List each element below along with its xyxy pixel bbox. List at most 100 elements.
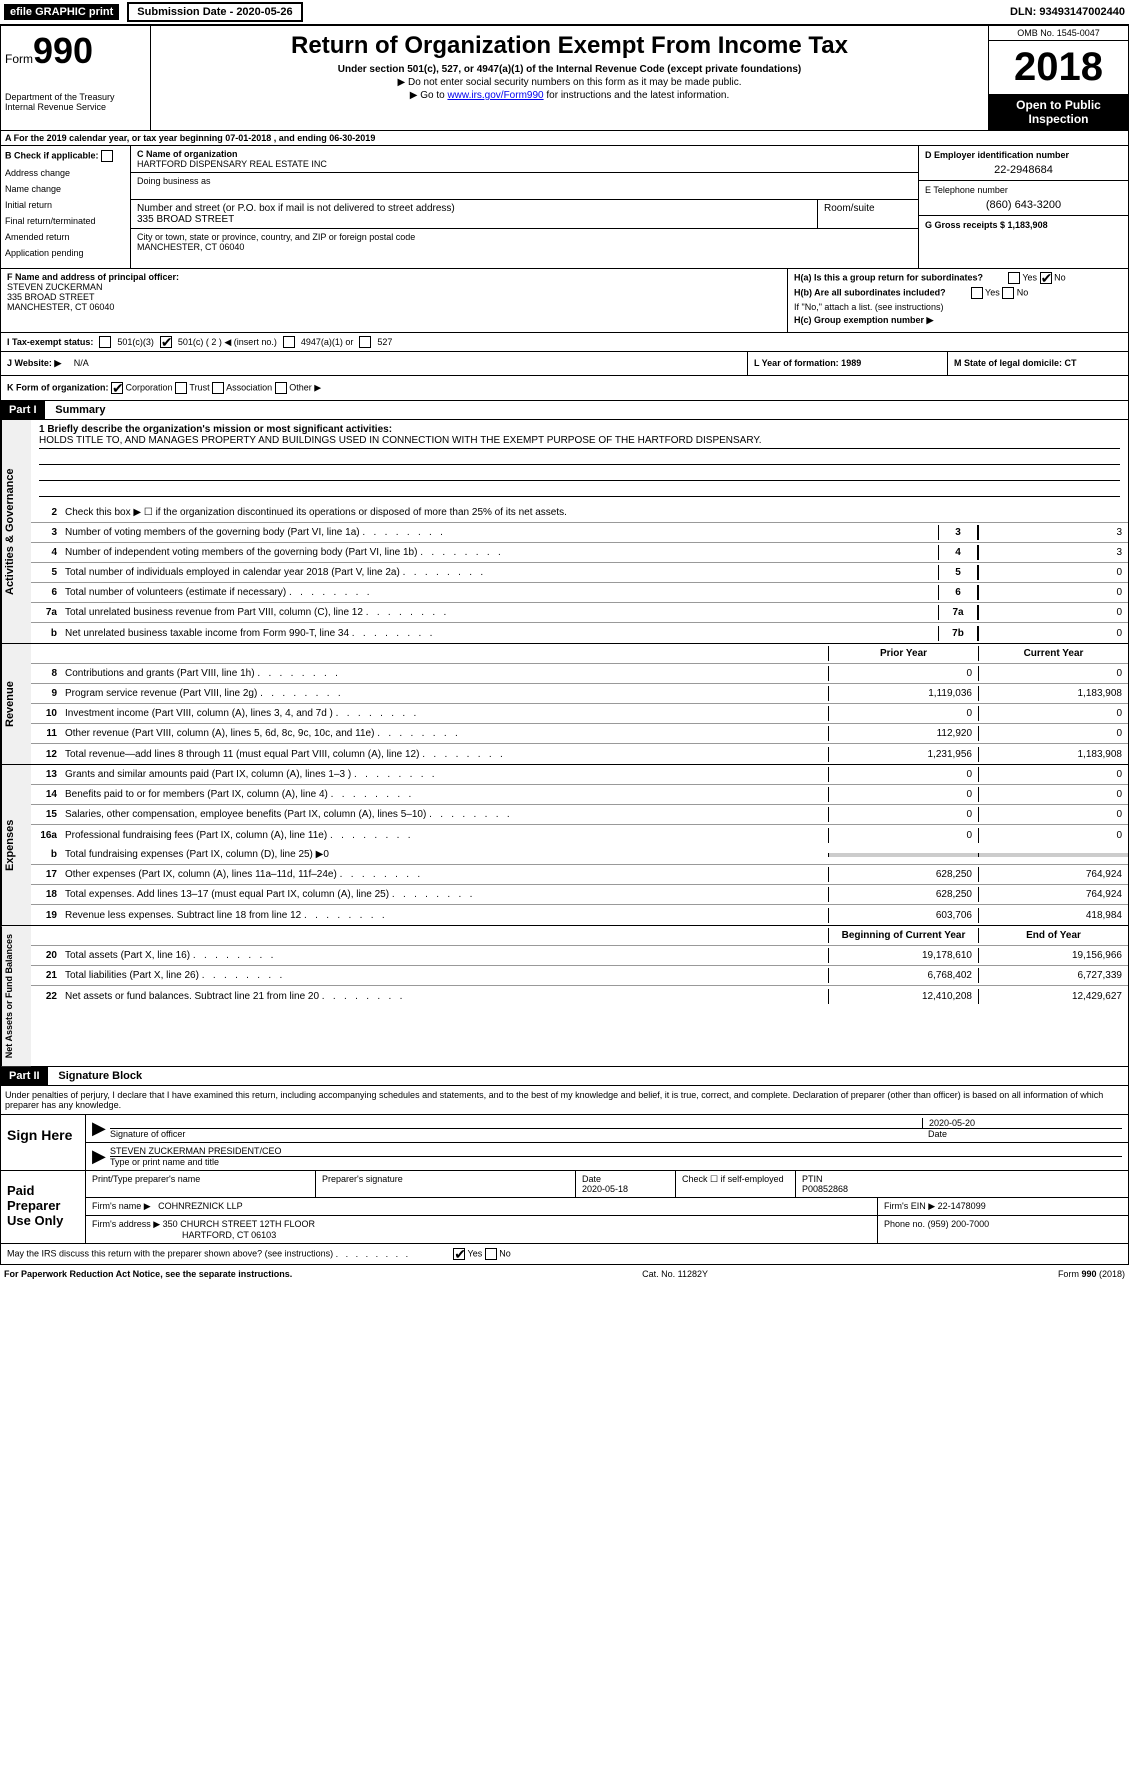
part2-header-row: Part II Signature Block (0, 1067, 1129, 1086)
prior-year-header: Prior Year (828, 646, 978, 661)
table-row: 15Salaries, other compensation, employee… (31, 805, 1128, 825)
room-suite-label: Room/suite (818, 200, 918, 228)
col-f-officer: F Name and address of principal officer:… (1, 269, 788, 332)
street-label: Number and street (or P.O. box if mail i… (137, 203, 811, 214)
city-label: City or town, state or province, country… (137, 232, 912, 242)
hb-note: If "No," attach a list. (see instruction… (794, 302, 1122, 312)
ein-label: D Employer identification number (925, 150, 1122, 160)
ein-value: 22-2948684 (925, 164, 1122, 176)
signature-section: Under penalties of perjury, I declare th… (0, 1086, 1129, 1265)
checkbox-hb-yes[interactable] (971, 287, 983, 299)
sig-arrow-icon-2: ▶ (92, 1146, 110, 1167)
line1-label: 1 Briefly describe the organization's mi… (39, 424, 1120, 435)
part1-badge: Part I (1, 401, 45, 419)
table-row: 4Number of independent voting members of… (31, 543, 1128, 563)
omb-number: OMB No. 1545-0047 (989, 26, 1128, 41)
table-row: 16aProfessional fundraising fees (Part I… (31, 825, 1128, 845)
table-row: 21Total liabilities (Part X, line 26)6,7… (31, 966, 1128, 986)
footer-left: For Paperwork Reduction Act Notice, see … (4, 1269, 292, 1279)
submission-date: Submission Date - 2020-05-26 (127, 2, 302, 22)
irs-link[interactable]: www.irs.gov/Form990 (447, 90, 543, 101)
app-pending-label: Application pending (5, 248, 126, 258)
part2-badge: Part II (1, 1067, 48, 1085)
checkbox-applicable[interactable] (101, 150, 113, 162)
table-row: 9Program service revenue (Part VIII, lin… (31, 684, 1128, 704)
revenue-section: Revenue Prior Year Current Year 8Contrib… (0, 644, 1129, 765)
org-name: HARTFORD DISPENSARY REAL ESTATE INC (137, 159, 912, 169)
line16b-desc: Total fundraising expenses (Part IX, col… (61, 847, 828, 862)
table-row: 5Total number of individuals employed in… (31, 563, 1128, 583)
row-i-tax-status: I Tax-exempt status: 501(c)(3) 501(c) ( … (0, 333, 1129, 352)
side-label-expenses: Expenses (1, 765, 31, 925)
part1-title: Summary (47, 404, 105, 416)
table-row: 17Other expenses (Part IX, column (A), l… (31, 865, 1128, 885)
end-year-header: End of Year (978, 928, 1128, 943)
city-value: MANCHESTER, CT 06040 (137, 242, 912, 252)
table-row: 12Total revenue—add lines 8 through 11 (… (31, 744, 1128, 764)
table-row: 8Contributions and grants (Part VIII, li… (31, 664, 1128, 684)
prep-phone: (959) 200-7000 (928, 1219, 990, 1229)
final-return-label: Final return/terminated (5, 216, 126, 226)
officer-label: F Name and address of principal officer: (7, 272, 781, 282)
row-m-domicile: M State of legal domicile: CT (948, 352, 1128, 375)
form-label: Form (5, 52, 33, 66)
expenses-section: Expenses 13Grants and similar amounts pa… (0, 765, 1129, 926)
table-row: 19Revenue less expenses. Subtract line 1… (31, 905, 1128, 925)
checkbox-trust[interactable] (175, 382, 187, 394)
checkbox-527[interactable] (359, 336, 371, 348)
officer-typed-name: STEVEN ZUCKERMAN PRESIDENT/CEO (110, 1146, 1122, 1157)
addr-change-label: Address change (5, 168, 126, 178)
row-a-tax-year: A For the 2019 calendar year, or tax yea… (0, 131, 1129, 146)
hc-label: H(c) Group exemption number ▶ (794, 315, 1122, 326)
declaration-text: Under penalties of perjury, I declare th… (1, 1086, 1128, 1114)
header-center: Return of Organization Exempt From Incom… (151, 26, 988, 130)
open-to-public: Open to Public Inspection (989, 94, 1128, 130)
form-number: 990 (33, 30, 93, 71)
initial-return-label: Initial return (5, 200, 126, 210)
dln: DLN: 93493147002440 (1010, 6, 1125, 18)
mission-text: HOLDS TITLE TO, AND MANAGES PROPERTY AND… (39, 435, 1120, 449)
table-row: 7aTotal unrelated business revenue from … (31, 603, 1128, 623)
sign-here-label: Sign Here (1, 1115, 86, 1170)
checkbox-ha-no[interactable] (1040, 272, 1052, 284)
side-label-ag: Activities & Governance (1, 420, 31, 643)
note-link: ▶ Go to www.irs.gov/Form990 for instruct… (157, 90, 982, 101)
table-row: 13Grants and similar amounts paid (Part … (31, 765, 1128, 785)
amended-label: Amended return (5, 232, 126, 242)
section-fgh: F Name and address of principal officer:… (0, 269, 1129, 333)
ptin-value: P00852868 (802, 1184, 1122, 1194)
checkbox-discuss-yes[interactable] (453, 1248, 465, 1260)
header-left: Form990 Department of the Treasury Inter… (1, 26, 151, 130)
row-j-website: J Website: ▶ N/A (1, 352, 748, 375)
org-name-label: C Name of organization (137, 149, 912, 159)
firm-addr2: HARTFORD, CT 06103 (182, 1230, 276, 1240)
checkbox-501c[interactable] (160, 336, 172, 348)
efile-badge: efile GRAPHIC print (4, 4, 119, 20)
footer-right: Form 990 (2018) (1058, 1269, 1125, 1279)
table-row: 6Total number of volunteers (estimate if… (31, 583, 1128, 603)
checkbox-4947[interactable] (283, 336, 295, 348)
side-label-netassets: Net Assets or Fund Balances (1, 926, 31, 1066)
prep-date: 2020-05-18 (582, 1184, 669, 1194)
table-row: 14Benefits paid to or for members (Part … (31, 785, 1128, 805)
header-right: OMB No. 1545-0047 2018 Open to Public In… (988, 26, 1128, 130)
top-bar: efile GRAPHIC print Submission Date - 20… (0, 0, 1129, 25)
type-name-label: Type or print name and title (110, 1157, 1122, 1167)
checkbox-ha-yes[interactable] (1008, 272, 1020, 284)
table-row: 10Investment income (Part VIII, column (… (31, 704, 1128, 724)
checkbox-hb-no[interactable] (1002, 287, 1014, 299)
name-change-label: Name change (5, 184, 126, 194)
table-row: bNet unrelated business taxable income f… (31, 623, 1128, 643)
row-l-year-formed: L Year of formation: 1989 (748, 352, 948, 375)
firm-addr1: 350 CHURCH STREET 12TH FLOOR (163, 1219, 315, 1229)
checkbox-501c3[interactable] (99, 336, 111, 348)
begin-year-header: Beginning of Current Year (828, 928, 978, 943)
checkbox-discuss-no[interactable] (485, 1248, 497, 1260)
checkbox-corp[interactable] (111, 382, 123, 394)
activities-governance-section: Activities & Governance 1 Briefly descri… (0, 420, 1129, 644)
mission-block: 1 Briefly describe the organization's mi… (31, 420, 1128, 503)
table-row: 20Total assets (Part X, line 16)19,178,6… (31, 946, 1128, 966)
checkbox-other[interactable] (275, 382, 287, 394)
part1-header-row: Part I Summary (0, 401, 1129, 420)
checkbox-assoc[interactable] (212, 382, 224, 394)
